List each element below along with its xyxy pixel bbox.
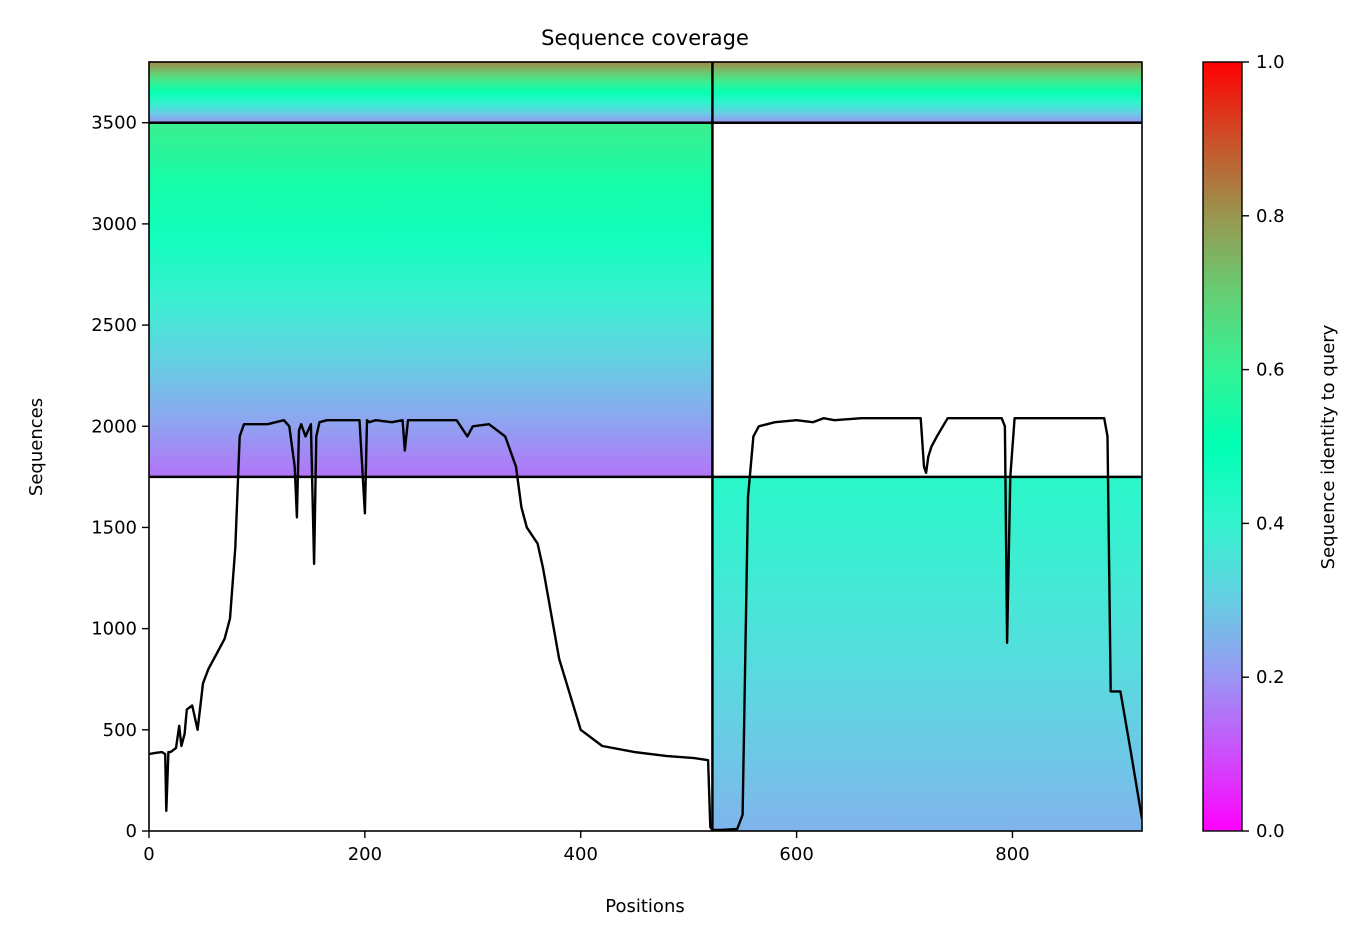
y-tick-label: 2000 <box>91 416 137 437</box>
y-tick-label: 3000 <box>91 214 137 235</box>
coverage-line <box>149 417 1142 831</box>
y-tick-label: 1000 <box>91 619 137 640</box>
y-axis-ticks: 0 500 1000 1500 2000 2500 3000 3500 <box>91 113 149 842</box>
block-b-low <box>712 476 1142 831</box>
block-b-top <box>712 62 1142 123</box>
y-tick-label: 3500 <box>91 113 137 134</box>
y-tick-label: 1500 <box>91 517 137 538</box>
x-tick-label: 0 <box>143 844 154 865</box>
x-axis-ticks: 0 200 400 600 800 <box>143 831 1030 865</box>
coverage-profile <box>149 417 1142 831</box>
colorbar-tick-label: 0.8 <box>1256 206 1285 227</box>
y-axis-label: Sequences <box>26 398 47 496</box>
colorbar-tick-label: 0.2 <box>1256 667 1285 688</box>
y-tick-label: 2500 <box>91 315 137 336</box>
colorbar-tick-label: 0.0 <box>1256 821 1285 842</box>
y-tick-label: 0 <box>126 821 137 842</box>
plot-frame <box>148 61 1143 832</box>
x-axis-label: Positions <box>605 896 684 917</box>
colorbar-tick-label: 0.6 <box>1256 360 1285 381</box>
x-tick-label: 800 <box>995 844 1029 865</box>
colorbar-tick-label: 0.4 <box>1256 513 1285 534</box>
x-tick-label: 600 <box>779 844 813 865</box>
identity-blocks <box>149 62 1142 831</box>
block-a-top <box>149 62 713 123</box>
colorbar <box>1202 61 1243 832</box>
x-tick-label: 200 <box>348 844 382 865</box>
colorbar-label: Sequence identity to query <box>1318 324 1339 569</box>
block-a-mid <box>149 122 713 477</box>
colorbar-ticks: 0.0 0.2 0.4 0.6 0.8 1.0 <box>1242 52 1285 842</box>
x-tick-label: 400 <box>564 844 598 865</box>
y-tick-label: 500 <box>103 720 137 741</box>
colorbar-tick-label: 1.0 <box>1256 52 1285 73</box>
chart-title: Sequence coverage <box>541 26 749 50</box>
